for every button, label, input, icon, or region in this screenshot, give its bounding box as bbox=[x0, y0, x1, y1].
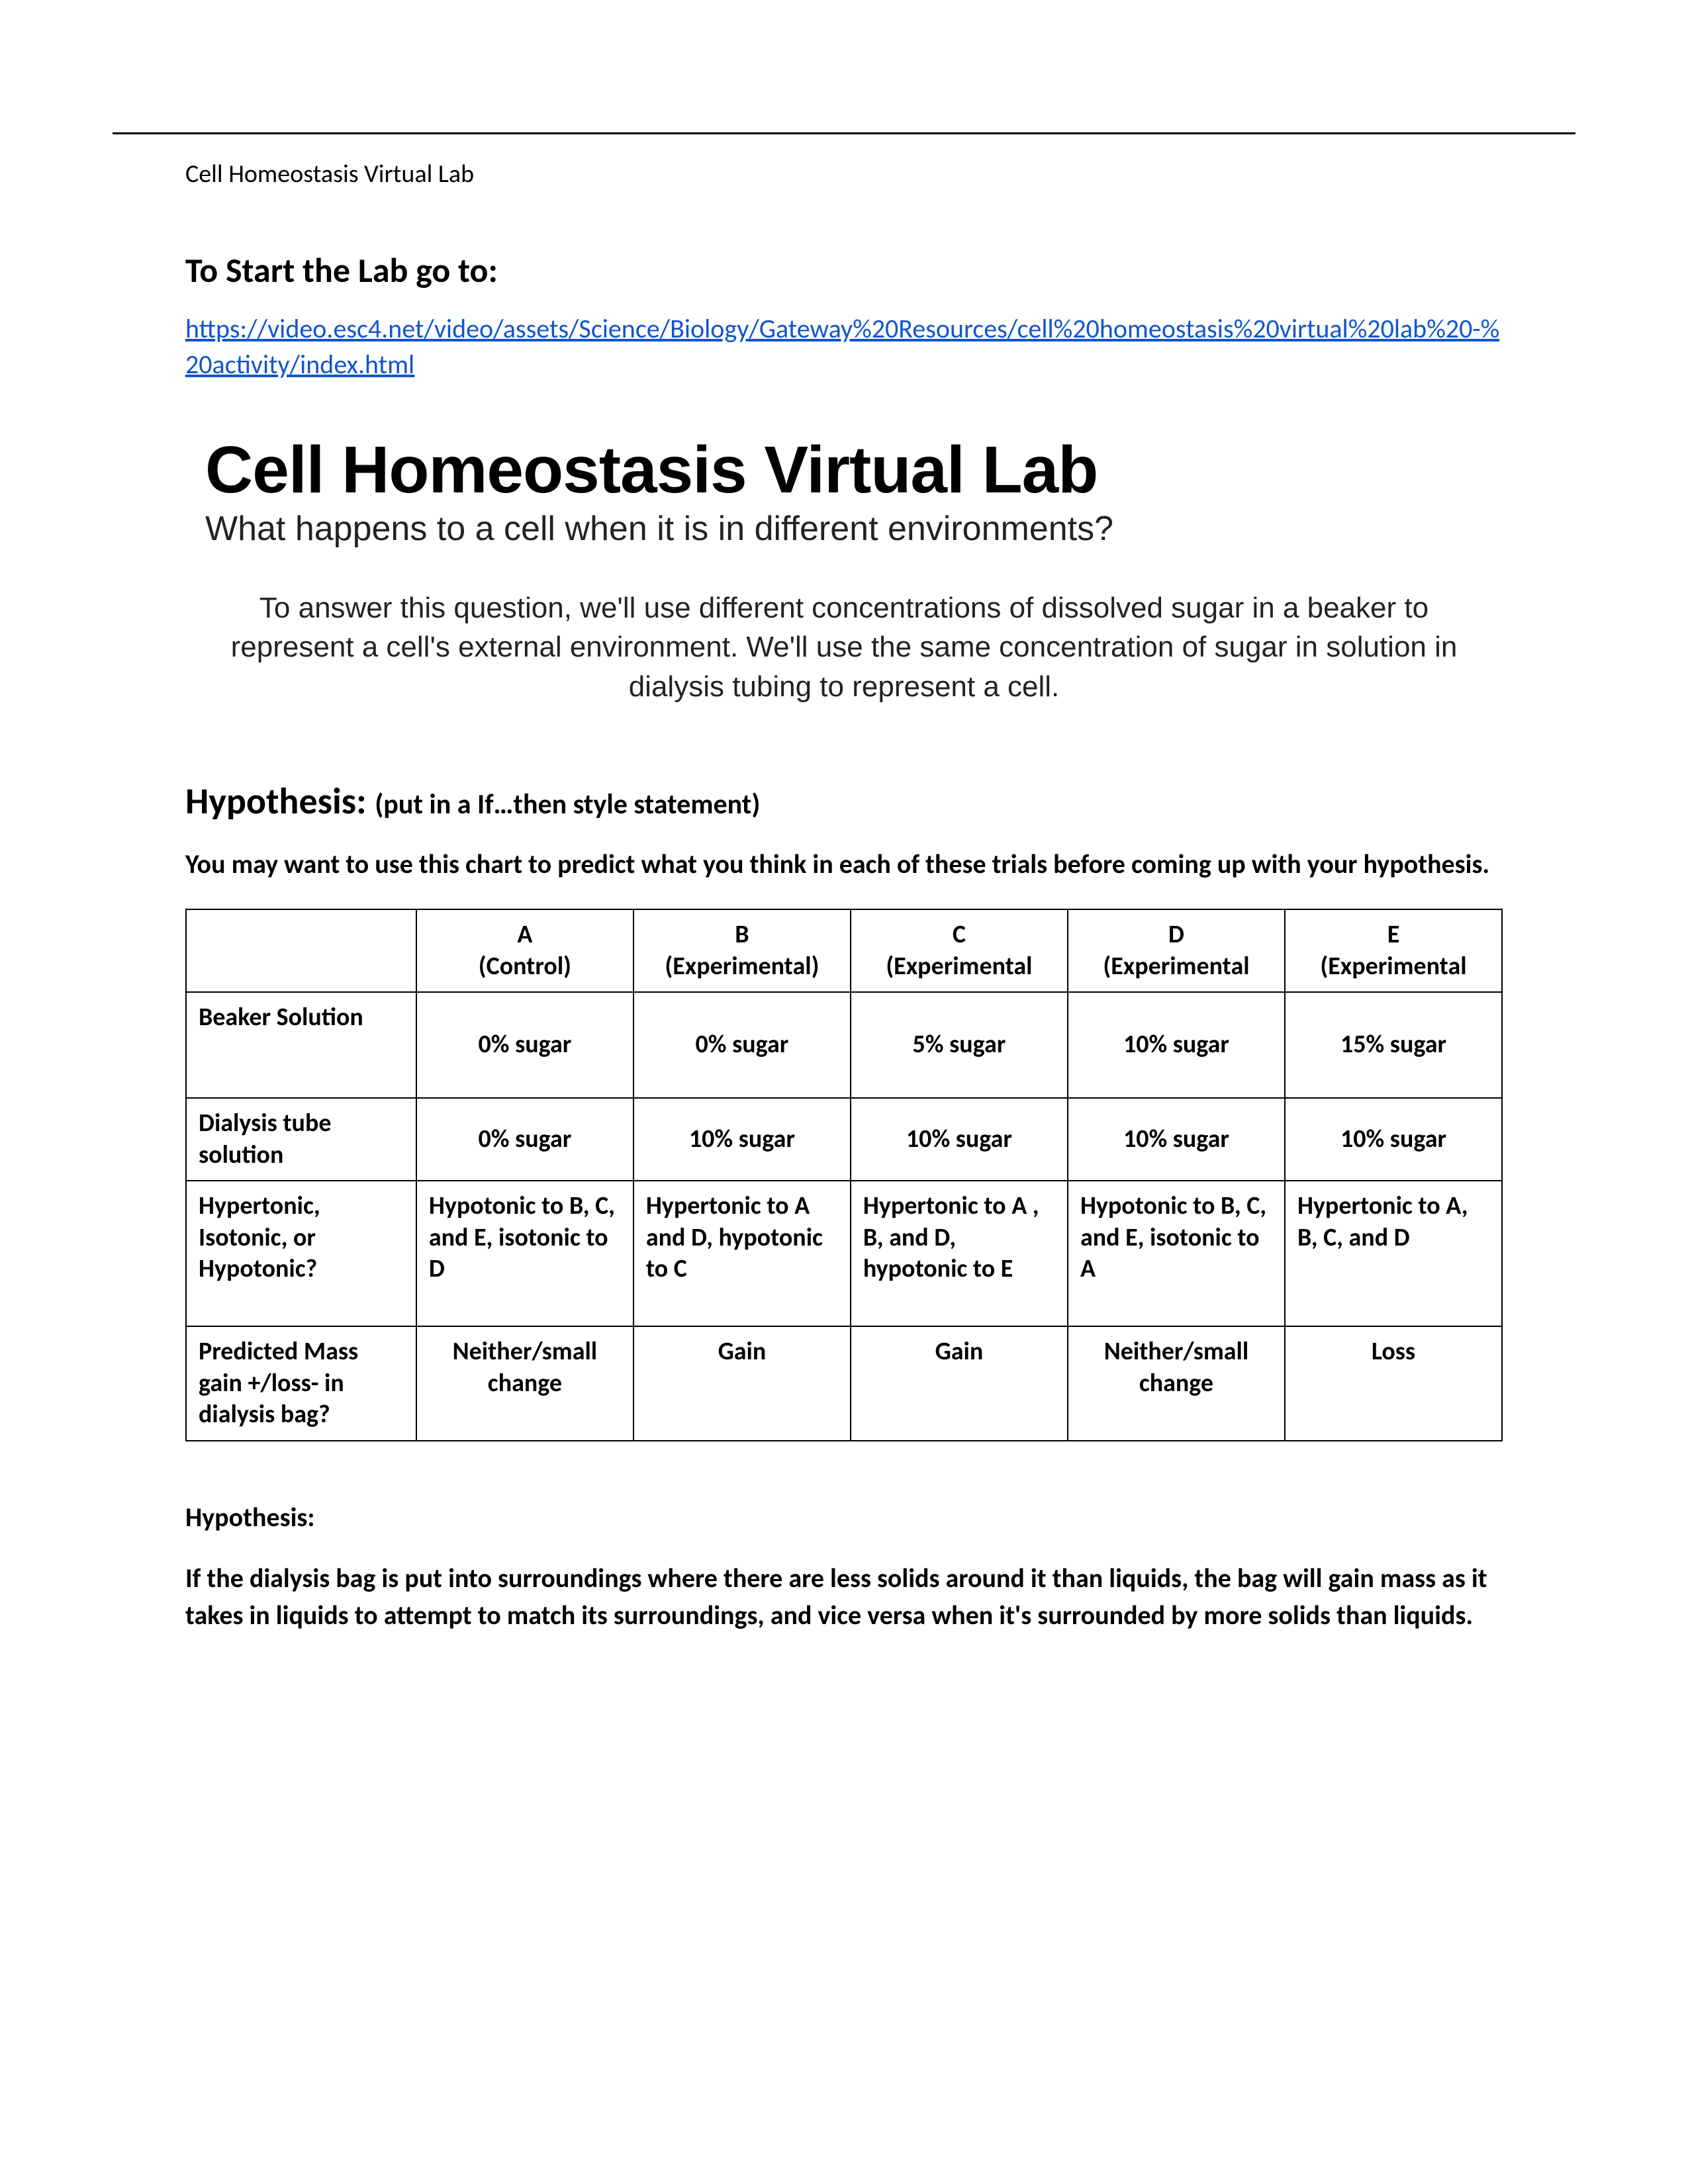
table-cell: Loss bbox=[1285, 1326, 1502, 1441]
chart-intro-text: You may want to use this chart to predic… bbox=[185, 846, 1503, 882]
table-body: Beaker Solution0% sugar0% sugar5% sugar1… bbox=[186, 992, 1502, 1441]
table-row-label: Predicted Mass gain +/loss- in dialysis … bbox=[186, 1326, 416, 1441]
table-row-label: Dialysis tube solution bbox=[186, 1098, 416, 1181]
table-cell: Hypertonic to A, B, C, and D bbox=[1285, 1181, 1502, 1326]
prediction-table: A(Control)B(Experimental)C(ExperimentalD… bbox=[185, 909, 1503, 1441]
top-rule bbox=[113, 132, 1575, 134]
hypothesis-heading: Hypothesis: (put in a If…then style stat… bbox=[185, 779, 1503, 824]
table-row-label: Beaker Solution bbox=[186, 992, 416, 1098]
table-col-header: B(Experimental) bbox=[633, 909, 851, 992]
table-cell: 10% sugar bbox=[1068, 992, 1285, 1098]
table-cell: 10% sugar bbox=[633, 1098, 851, 1181]
table-cell: Hypotonic to B, C, and E, isotonic to A bbox=[1068, 1181, 1285, 1326]
embed-title: Cell Homeostasis Virtual Lab bbox=[205, 435, 1483, 505]
running-head: Cell Homeostasis Virtual Lab bbox=[185, 159, 1503, 189]
table-col-header: A(Control) bbox=[416, 909, 633, 992]
table-cell: 10% sugar bbox=[1285, 1098, 1502, 1181]
table-col-header: E(Experimental bbox=[1285, 909, 1502, 992]
document-page: Cell Homeostasis Virtual Lab To Start th… bbox=[0, 0, 1688, 2184]
hypothesis-heading-small: (put in a If…then style statement) bbox=[375, 788, 760, 821]
embed-subtitle: What happens to a cell when it is in dif… bbox=[205, 509, 1483, 549]
table-cell: 10% sugar bbox=[1068, 1098, 1285, 1181]
table-cell: 5% sugar bbox=[851, 992, 1068, 1098]
start-heading: To Start the Lab go to: bbox=[185, 249, 1503, 291]
hypothesis-label: Hypothesis: bbox=[185, 1501, 1503, 1533]
hypothesis-text: If the dialysis bag is put into surround… bbox=[185, 1560, 1503, 1634]
table-cell: 15% sugar bbox=[1285, 992, 1502, 1098]
table-cell: Neither/small change bbox=[416, 1326, 633, 1441]
table-row-label: Hypertonic, Isotonic, or Hypotonic? bbox=[186, 1181, 416, 1326]
table-cell: 0% sugar bbox=[416, 992, 633, 1098]
table-cell: 10% sugar bbox=[851, 1098, 1068, 1181]
table-cell: Hypotonic to B, C, and E, isotonic to D bbox=[416, 1181, 633, 1326]
lab-link[interactable]: https://video.esc4.net/video/assets/Scie… bbox=[185, 311, 1503, 383]
embedded-lab-header: Cell Homeostasis Virtual Lab What happen… bbox=[205, 435, 1483, 706]
table-cell: Gain bbox=[851, 1326, 1068, 1441]
table-cell: 0% sugar bbox=[633, 992, 851, 1098]
hypothesis-heading-big: Hypothesis: bbox=[185, 779, 375, 824]
table-cell: Neither/small change bbox=[1068, 1326, 1285, 1441]
table-col-header: C(Experimental bbox=[851, 909, 1068, 992]
table-col-header: D(Experimental bbox=[1068, 909, 1285, 992]
table-head: A(Control)B(Experimental)C(ExperimentalD… bbox=[186, 909, 1502, 992]
table-cell: Hypertonic to A , B, and D, hypotonic to… bbox=[851, 1181, 1068, 1326]
embed-body: To answer this question, we'll use diffe… bbox=[205, 588, 1483, 706]
table-cell: Gain bbox=[633, 1326, 851, 1441]
table-cell: 0% sugar bbox=[416, 1098, 633, 1181]
table-cell: Hypertonic to A and D, hypotonic to C bbox=[633, 1181, 851, 1326]
table-corner bbox=[186, 909, 416, 992]
